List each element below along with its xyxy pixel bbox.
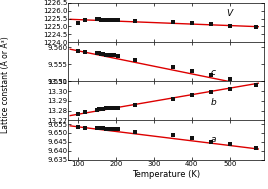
Point [83,19,88,22]
Point [108,53,112,56]
Point [100,18,105,21]
Point [116,106,120,109]
Point [112,54,116,57]
Point [96,18,101,21]
Point [228,77,232,80]
Point [104,18,109,21]
Point [83,51,88,54]
Point [171,20,175,23]
Point [76,112,80,115]
Point [83,126,88,129]
Point [76,125,80,128]
Point [96,52,101,55]
Point [209,22,213,25]
Point [112,127,116,130]
Point [108,127,112,130]
Point [95,52,99,55]
Point [83,110,88,113]
Point [98,127,103,130]
Point [98,53,103,56]
Point [171,97,175,100]
Point [116,19,120,22]
Point [108,106,112,109]
Point [95,108,99,111]
Point [95,18,99,21]
Point [209,140,213,143]
Point [133,130,137,133]
Point [228,143,232,146]
Point [98,107,103,110]
Point [228,88,232,91]
Point [171,65,175,68]
Text: c: c [211,67,216,77]
Point [100,53,105,56]
X-axis label: Temperature (K): Temperature (K) [132,170,200,179]
Point [96,107,101,110]
Point [133,58,137,61]
Text: Lattice constant (Å or Å³): Lattice constant (Å or Å³) [0,37,10,133]
Point [95,126,99,129]
Point [190,137,194,140]
Point [104,53,109,56]
Point [116,54,120,57]
Point [96,126,101,129]
Point [209,74,213,77]
Point [112,19,116,22]
Point [254,82,259,85]
Point [133,19,137,22]
Point [209,91,213,94]
Point [254,147,259,150]
Point [76,49,80,52]
Text: a: a [211,135,216,144]
Point [190,94,194,97]
Text: V: V [226,9,232,18]
Point [133,103,137,106]
Text: b: b [211,98,217,107]
Point [98,18,103,21]
Point [116,128,120,131]
Point [104,106,109,109]
Point [190,21,194,24]
Point [112,106,116,109]
Point [228,24,232,27]
Point [100,107,105,110]
Point [190,70,194,73]
Point [104,127,109,130]
Point [100,127,105,130]
Point [171,134,175,137]
Point [108,18,112,21]
Point [76,21,80,24]
Point [254,25,259,28]
Point [254,84,259,87]
